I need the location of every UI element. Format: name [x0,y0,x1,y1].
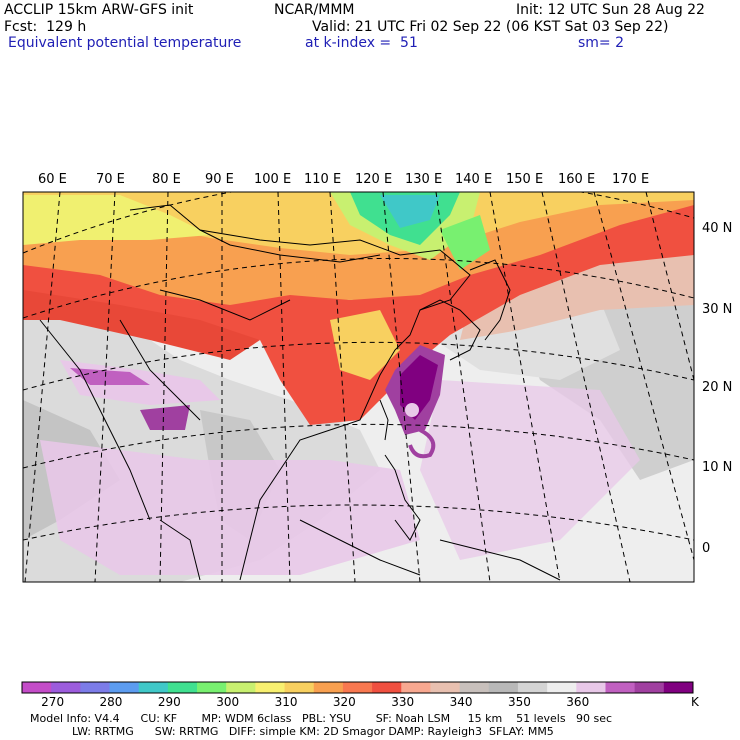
forecast-hour: Fcst: 129 h [4,19,87,35]
colorbar-swatch [226,682,256,693]
colorbar-swatch [488,682,519,693]
colorbar-swatch [167,682,198,693]
lon-label: 150 E [506,172,544,187]
colorbar-tick-label: 270 [41,695,65,709]
lon-label: 80 E [152,172,181,187]
lon-label: 110 E [304,172,342,187]
colorbar-tick-label: 320 [332,695,356,709]
colorbar-tick-label: 310 [274,695,298,709]
colorbar-swatch [663,682,694,693]
colorbar-swatch [605,682,636,693]
valid-time: Valid: 21 UTC Fri 02 Sep 22 (06 KST Sat … [312,19,669,35]
init-time: Init: 12 UTC Sun 28 Aug 22 [516,2,705,18]
colorbar-tick-label: 290 [157,695,181,709]
level-index: at k-index = 51 [305,35,418,51]
colorbar-tick-label: 350 [507,695,531,709]
coastlines [39,204,561,581]
colorbar-tick-label: 360 [566,695,590,709]
colorbar-swatch [401,682,431,693]
lat-label: 20 N [702,380,733,395]
colorbar-swatch [255,682,286,693]
colorbar-swatch [284,682,315,693]
lat-label: 40 N [702,221,733,236]
colorbar-swatch [576,682,606,693]
colorbar-swatch [51,682,81,693]
field-name: Equivalent potential temperature [8,35,242,51]
lon-label: 170 E [612,172,650,187]
map-frame [22,191,695,583]
colorbar [21,681,694,694]
colorbar-swatch [372,682,402,693]
lon-label: 70 E [96,172,125,187]
lon-label: 90 E [205,172,234,187]
colorbar-swatch [342,682,373,693]
lat-label: 30 N [702,302,733,317]
org-label: NCAR/MMM [274,2,355,18]
map-field [23,192,694,582]
lon-label: 100 E [254,172,292,187]
colorbar-frame [21,681,694,694]
model-info-line1: Model Info: V4.4 CU: KF MP: WDM 6class P… [30,712,613,725]
smoothing: sm= 2 [578,35,625,51]
lon-label: 160 E [558,172,596,187]
colorbar-swatch [138,682,169,693]
lat-label: 0 [702,541,711,556]
lon-label: 60 E [38,172,67,187]
lon-label: 130 E [405,172,443,187]
model-info-line2: LW: RRTMG SW: RRTMG DIFF: simple KM: 2D … [30,725,554,738]
lon-label: 140 E [455,172,493,187]
colorbar-tick-label: 340 [449,695,473,709]
lon-label: 120 E [355,172,393,187]
colorbar-swatch [634,682,665,693]
colorbar-swatch [22,682,52,693]
colorbar-swatch [430,682,461,693]
colorbar-tick-label: 330 [391,695,415,709]
colorbar-unit: K [691,695,699,709]
colorbar-swatch [517,682,548,693]
colorbar-swatch [459,682,490,693]
lat-label: 10 N [702,460,733,475]
colorbar-swatch [197,682,227,693]
colorbar-swatch [109,682,140,693]
colorbar-swatch [313,682,344,693]
model-title: ACCLIP 15km ARW-GFS init [4,2,194,18]
colorbar-tick-label: 300 [216,695,240,709]
colorbar-tick-label: 280 [99,695,123,709]
colorbar-swatch [547,682,577,693]
colorbar-swatch [80,682,111,693]
